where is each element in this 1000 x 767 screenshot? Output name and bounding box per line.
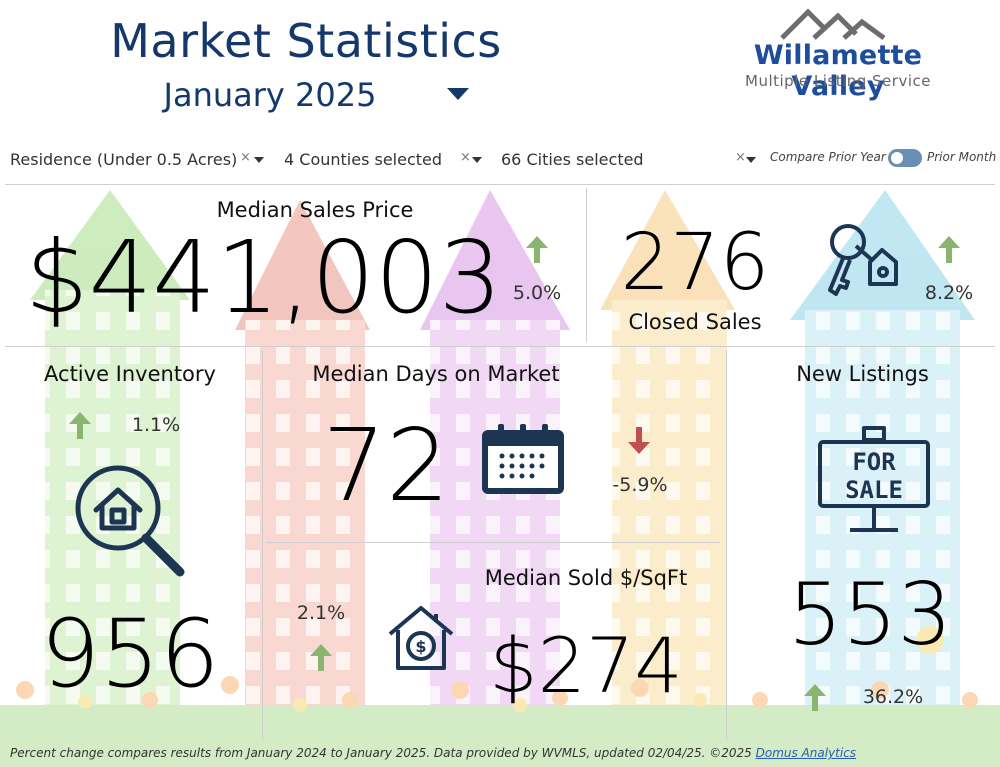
filter-bar: Residence (Under 0.5 Acres) × 4 Counties… [0,142,1000,176]
house-search-icon [75,465,185,577]
for-sale-sign-icon: FOR SALE [818,426,930,532]
median-sqft-value: $274 [489,621,683,710]
up-arrow-icon [804,684,826,711]
divider-newlistings [726,350,727,740]
house-dollar-icon: $ [388,606,454,670]
new-listings-label: New Listings [796,362,929,386]
new-listings-change: 36.2% [862,686,924,708]
prior-month-label: Prior Month [927,150,997,164]
median-dom-card: Median Days on Market 72 -5.9% [266,350,722,540]
active-inventory-change: 1.1% [131,414,181,436]
active-inventory-card: Active Inventory 1.1% 956 [5,350,260,740]
compare-period-toggle[interactable] [888,149,922,167]
up-arrow-icon [526,236,548,263]
cities-chevron-down-icon[interactable] [746,157,756,163]
cities-filter[interactable]: 66 Cities selected [501,150,644,169]
median-dom-label: Median Days on Market [312,362,560,386]
median-dom-value: 72 [322,407,450,524]
counties-clear-icon[interactable]: × [460,150,471,165]
property-type-clear-icon[interactable]: × [240,150,251,165]
new-listings-card: New Listings FOR SALE 553 36.2% [730,350,995,740]
counties-filter[interactable]: 4 Counties selected [284,150,443,169]
property-type-filter[interactable]: Residence (Under 0.5 Acres) [10,150,238,169]
divider-dom-sqft [266,542,720,543]
up-arrow-icon [69,412,91,439]
closed-sales-label: Closed Sales [628,310,762,334]
closed-sales-change: 8.2% [924,282,974,304]
domus-analytics-link[interactable]: Domus Analytics [755,746,857,760]
up-arrow-icon [310,644,332,671]
logo-name: Willamette Valley [753,40,923,102]
calendar-icon [482,424,564,494]
median-sqft-card: Median Sold $/SqFt 2.1% $ $274 [266,546,722,740]
for-sale-line1: FOR [852,448,896,476]
median-sales-price-value: $441,003 [25,219,503,336]
page-title: Market Statistics [110,14,502,68]
median-dom-change: -5.9% [612,474,668,496]
median-sqft-label: Median Sold $/SqFt [484,566,688,590]
house-key-icon [828,224,898,296]
svg-text:$: $ [415,637,426,656]
for-sale-line2: SALE [845,476,903,504]
divider-middle [5,346,995,347]
compare-prior-year-label: Compare Prior Year [770,150,886,164]
divider-top [5,184,995,185]
closed-sales-card: 276 Closed Sales 8.2% [590,188,995,344]
counties-chevron-down-icon[interactable] [472,157,482,163]
period-dropdown-caret-icon[interactable] [447,88,469,100]
property-type-chevron-down-icon[interactable] [254,157,264,163]
footer-text: Percent change compares results from Jan… [10,746,752,760]
divider-price-closed [586,188,587,342]
closed-sales-value: 276 [620,218,770,308]
cities-clear-icon[interactable]: × [735,150,746,165]
median-sales-price-card: Median Sales Price $441,003 5.0% [5,188,585,344]
new-listings-value: 553 [787,565,953,665]
active-inventory-label: Active Inventory [44,362,216,386]
up-arrow-icon [938,236,960,263]
active-inventory-value: 956 [40,600,220,709]
logo-subtitle: Multiple Listing Service [745,72,931,90]
median-sales-price-label: Median Sales Price [216,198,414,222]
period-label: January 2025 [163,76,377,114]
down-arrow-icon [628,427,650,454]
toggle-knob [891,152,903,164]
divider-inventory [262,350,263,740]
logo-rooftops-icon [780,8,886,41]
median-sqft-change: 2.1% [296,602,346,624]
median-sales-price-change: 5.0% [512,282,562,304]
footer-note: Percent change compares results from Jan… [10,746,856,760]
